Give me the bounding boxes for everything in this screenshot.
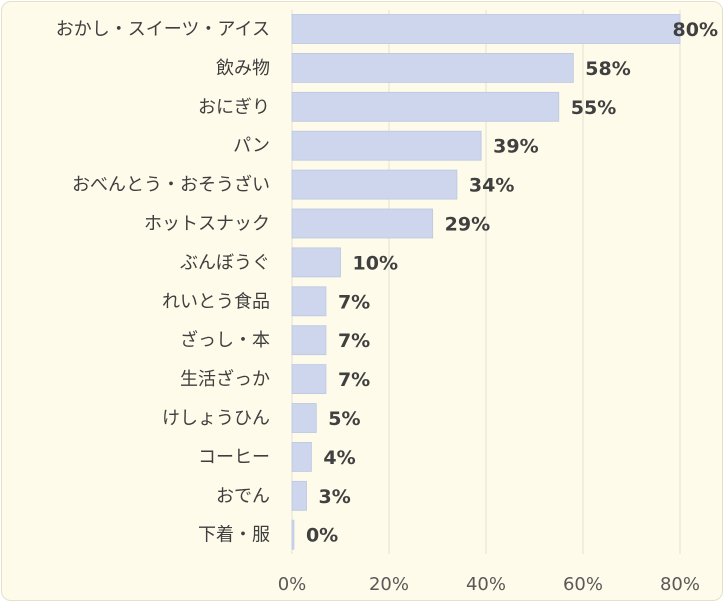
x-tick-label: 40%	[466, 574, 506, 595]
bar	[291, 91, 560, 122]
category-label: 飲み物	[216, 58, 270, 79]
category-labels: おかし・スイーツ・アイス飲み物おにぎりパンおべんとう・おそうざいホットスナックぶ…	[56, 19, 270, 546]
x-tick-label: 60%	[563, 574, 603, 595]
bar	[291, 403, 317, 433]
data-label: 29%	[445, 214, 490, 236]
bar	[291, 208, 434, 239]
data-label: 7%	[338, 369, 370, 391]
x-axis-tick-labels: 0% 20% 40% 60% 80%	[278, 574, 700, 595]
bars	[291, 14, 681, 550]
category-label: パン	[233, 136, 270, 157]
category-label: コーヒー	[198, 447, 270, 468]
category-label: 下着・服	[198, 525, 270, 546]
bar	[291, 480, 307, 511]
data-label: 10%	[353, 252, 398, 274]
bar	[291, 441, 312, 472]
bar	[291, 286, 327, 317]
data-label: 39%	[493, 136, 538, 158]
data-label: 80%	[673, 19, 718, 41]
category-label: おかし・スイーツ・アイス	[56, 19, 270, 40]
data-label: 7%	[338, 291, 370, 313]
x-tick-label: 0%	[278, 574, 307, 595]
x-tick-label: 20%	[369, 574, 409, 595]
category-label: おべんとう・おそうざい	[72, 174, 270, 196]
grid-lines	[291, 10, 681, 554]
bar	[291, 53, 574, 83]
category-label: ぶんぼうぐ	[180, 252, 270, 273]
data-label: 5%	[328, 408, 360, 430]
data-label: 34%	[469, 175, 514, 197]
bar	[291, 169, 458, 200]
bar	[291, 247, 341, 278]
data-label: 4%	[323, 447, 355, 469]
data-label: 7%	[338, 330, 370, 352]
category-label: 生活ざっか	[180, 368, 270, 390]
value-labels: 80% 58% 55% 39% 34% 29% 10% 7% 7% 7% 5% 4% 3% 0%	[306, 19, 718, 547]
bar	[291, 14, 681, 44]
data-label: 58%	[585, 58, 630, 80]
bar	[291, 364, 327, 395]
data-label: 55%	[571, 97, 616, 119]
category-label: おでん	[216, 486, 270, 507]
data-label: 3%	[319, 486, 351, 508]
category-label: れいとう食品	[162, 291, 270, 312]
category-label: ホットスナック	[144, 214, 270, 235]
category-label: おにぎり	[198, 97, 270, 118]
bar	[291, 130, 482, 161]
bar	[291, 325, 327, 356]
category-label: ざっし・本	[180, 329, 270, 351]
category-label: けしょうひん	[162, 408, 270, 429]
bar	[291, 519, 295, 550]
data-label: 0%	[306, 525, 338, 547]
x-tick-label: 80%	[660, 574, 700, 595]
